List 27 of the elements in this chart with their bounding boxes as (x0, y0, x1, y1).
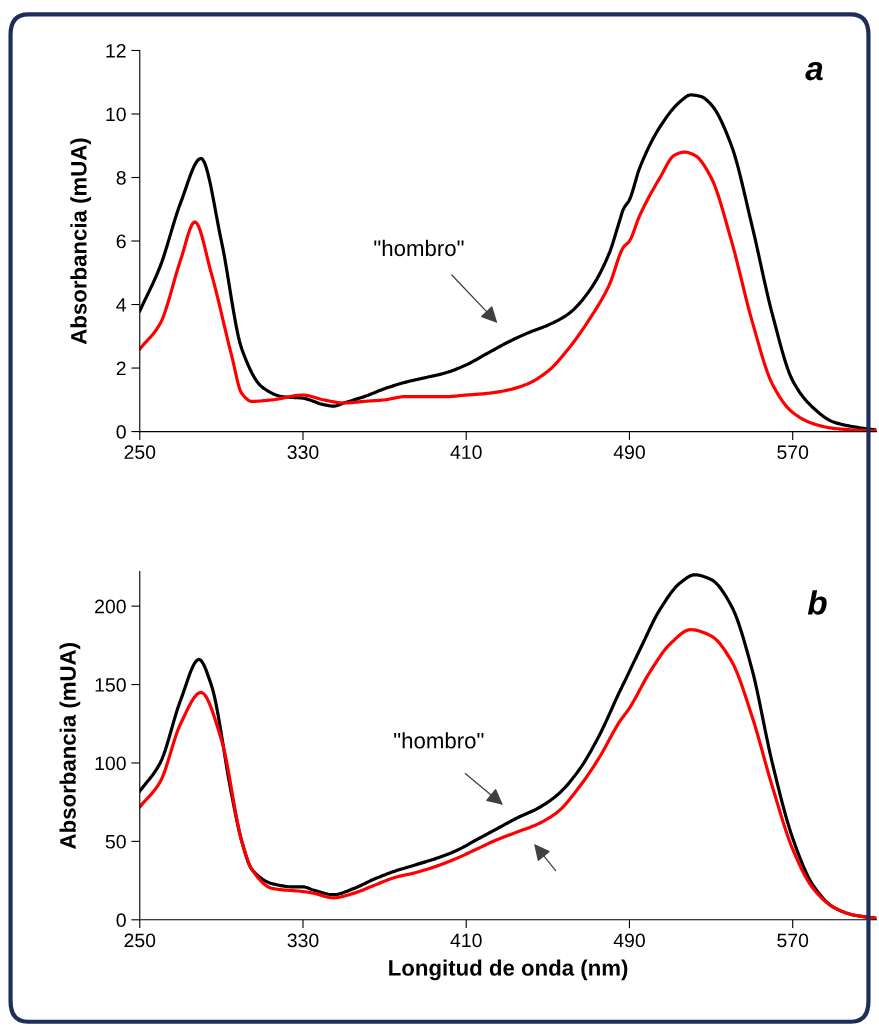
y-tick-label: 10 (106, 107, 126, 122)
x-tick-label: 490 (613, 933, 645, 948)
x-tick-label: 410 (450, 933, 482, 948)
y-tick-label: 8 (116, 170, 126, 185)
y-tick-label: 0 (116, 425, 126, 439)
x-tick-label: 330 (287, 933, 319, 948)
x-tick-label: 330 (287, 445, 319, 460)
x-tick-label: 410 (450, 445, 482, 460)
x-axis-title: Longitud de onda (nm) (389, 959, 628, 981)
x-tick-label: 570 (777, 933, 809, 948)
y-tick-label: 6 (116, 234, 126, 249)
annotation: "hombro" (374, 239, 464, 257)
annotation: a (805, 62, 823, 81)
y-tick-label: 150 (95, 678, 126, 692)
x-tick-label: 250 (124, 445, 156, 460)
x-tick-label: 570 (777, 445, 809, 460)
y-tick-label: 100 (95, 756, 126, 771)
y-tick-label: 50 (105, 834, 126, 849)
y-tick-label: 200 (95, 599, 126, 614)
y-tick-label: 2 (116, 361, 126, 376)
y-tick-label: 0 (116, 913, 126, 928)
x-tick-label: 490 (613, 445, 645, 460)
y-axis-title: Absorbancia (mUA) (59, 643, 81, 849)
y-tick-label: 4 (116, 298, 126, 312)
y-tick-label: 12 (106, 43, 126, 58)
y-axis-title: Absorbancia (mUA) (70, 138, 92, 345)
x-tick-label: 250 (124, 933, 156, 948)
